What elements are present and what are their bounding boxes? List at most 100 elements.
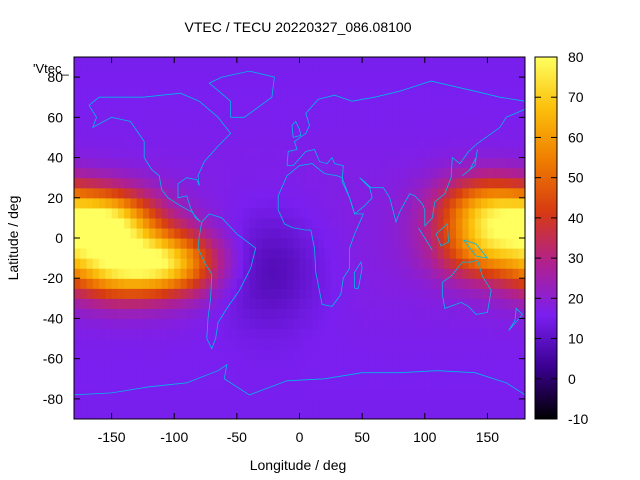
heatmap-cell xyxy=(199,87,207,98)
heatmap-cell xyxy=(330,268,338,279)
heatmap-cell xyxy=(405,278,413,289)
heatmap-cell xyxy=(324,207,332,219)
heatmap-cell xyxy=(481,388,489,400)
heatmap-cell xyxy=(74,207,81,219)
heatmap-cell xyxy=(211,177,219,189)
heatmap-cell xyxy=(293,248,301,259)
heatmap-cell xyxy=(193,298,200,309)
heatmap-cell xyxy=(456,388,463,400)
heatmap-cell xyxy=(324,67,332,78)
heatmap-cell xyxy=(393,368,401,380)
heatmap-cell xyxy=(468,67,476,78)
heatmap-cell xyxy=(161,258,169,269)
heatmap-cell xyxy=(462,127,470,139)
heatmap-cell xyxy=(142,328,150,340)
heatmap-cell xyxy=(349,328,357,340)
heatmap-cell xyxy=(462,248,470,259)
heatmap-cell xyxy=(481,358,489,370)
heatmap-cell xyxy=(330,87,338,98)
coastline-overlay xyxy=(74,70,525,396)
y-tick-label: -20 xyxy=(43,270,63,286)
heatmap-cell xyxy=(186,197,194,209)
heatmap-cell xyxy=(468,288,476,299)
heatmap-cell xyxy=(80,107,88,118)
heatmap-cell xyxy=(205,157,213,169)
heatmap-cell xyxy=(249,217,257,229)
heatmap-cell xyxy=(318,177,326,189)
heatmap-cell xyxy=(193,238,200,249)
heatmap-cell xyxy=(368,388,376,400)
heatmap-cell xyxy=(330,308,338,320)
heatmap-cell xyxy=(468,408,476,419)
heatmap-cell xyxy=(362,97,370,108)
heatmap-cell xyxy=(230,227,238,239)
heatmap-cell xyxy=(349,177,357,189)
heatmap-cell xyxy=(512,388,520,400)
heatmap-cell xyxy=(99,167,106,179)
heatmap-cell xyxy=(449,378,457,390)
heatmap-cell xyxy=(318,408,326,419)
heatmap-cell xyxy=(174,348,182,360)
heatmap-cell xyxy=(117,338,125,350)
heatmap-cell xyxy=(74,127,81,139)
heatmap-cell xyxy=(431,147,438,159)
heatmap-cell xyxy=(299,207,307,219)
heatmap-cell xyxy=(149,328,157,340)
heatmap-cell xyxy=(468,57,476,68)
heatmap-cell xyxy=(243,77,250,88)
heatmap-cell xyxy=(149,57,157,68)
heatmap-cell xyxy=(312,348,319,360)
heatmap-cell xyxy=(136,398,144,410)
heatmap-cell xyxy=(468,258,476,269)
heatmap-cell xyxy=(117,97,125,108)
heatmap-cell xyxy=(268,167,276,179)
heatmap-cell xyxy=(268,177,276,189)
heatmap-cell xyxy=(337,378,344,390)
heatmap-cell xyxy=(199,248,207,259)
heatmap-cell xyxy=(506,157,514,169)
heatmap-cell xyxy=(312,408,319,419)
heatmap-cell xyxy=(512,318,520,330)
heatmap-cell xyxy=(142,288,150,299)
heatmap-cell xyxy=(218,328,225,340)
heatmap-cell xyxy=(161,167,169,179)
heatmap-cell xyxy=(424,77,432,88)
heatmap-cell xyxy=(261,227,269,239)
heatmap-cell xyxy=(111,388,119,400)
heatmap-cell xyxy=(393,197,401,209)
heatmap-cell xyxy=(481,77,489,88)
heatmap-cell xyxy=(286,217,294,229)
heatmap-cell xyxy=(293,107,301,118)
heatmap-cell xyxy=(86,157,94,169)
heatmap-cell xyxy=(149,308,157,320)
x-tick-label: -50 xyxy=(227,429,247,445)
heatmap-cell xyxy=(518,157,525,169)
heatmap-cell xyxy=(399,238,407,249)
heatmap-cell xyxy=(149,117,157,128)
heatmap-cell xyxy=(130,278,138,289)
heatmap-cell xyxy=(180,318,188,330)
heatmap-cell xyxy=(92,107,100,118)
heatmap-cell xyxy=(142,298,150,309)
heatmap-cell xyxy=(236,308,244,320)
heatmap-cell xyxy=(443,338,451,350)
heatmap-cell xyxy=(130,177,138,189)
heatmap-cell xyxy=(474,77,482,88)
heatmap-cell xyxy=(161,117,169,128)
heatmap-cell xyxy=(243,358,250,370)
heatmap-cell xyxy=(136,187,144,199)
heatmap-cell xyxy=(418,288,426,299)
heatmap-cell xyxy=(305,398,313,410)
heatmap-cell xyxy=(412,278,420,289)
heatmap-cell xyxy=(80,258,88,269)
heatmap-cell xyxy=(380,348,388,360)
heatmap-cell xyxy=(243,328,250,340)
heatmap-cell xyxy=(205,348,213,360)
heatmap-cell xyxy=(99,217,106,229)
heatmap-cell xyxy=(117,167,125,179)
heatmap-cell xyxy=(462,147,470,159)
heatmap-cell xyxy=(337,187,344,199)
heatmap-cell xyxy=(437,278,445,289)
heatmap-cell xyxy=(142,338,150,350)
heatmap-cell xyxy=(312,167,319,179)
